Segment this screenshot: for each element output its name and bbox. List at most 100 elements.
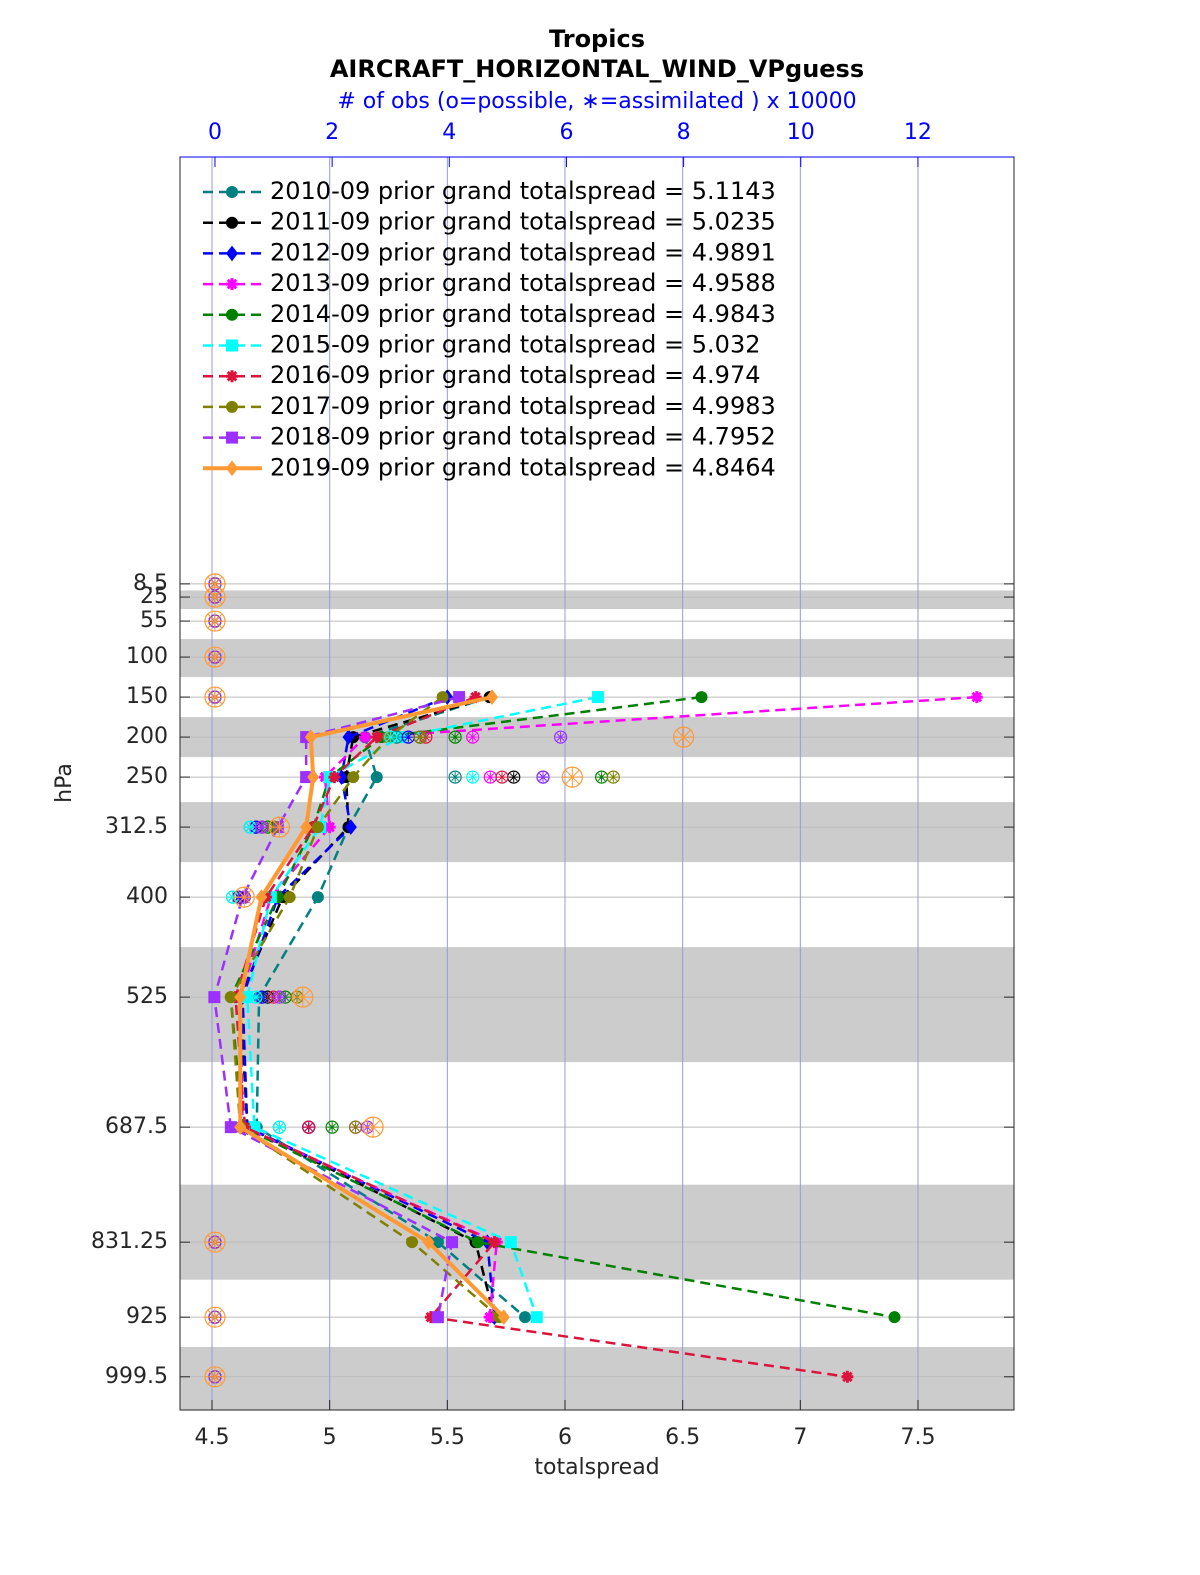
marker — [226, 460, 238, 477]
marker — [304, 729, 317, 745]
marker — [970, 691, 983, 704]
obs-assimilated — [204, 1232, 225, 1253]
marker — [234, 1119, 247, 1135]
top-axis-label: # of obs (o=possible, ∗=assimilated ) x … — [337, 89, 856, 114]
marker — [695, 691, 708, 704]
obs-marker — [466, 730, 480, 744]
obs-marker — [594, 770, 609, 784]
obs-possible — [413, 730, 427, 744]
obs-marker — [233, 886, 255, 908]
obs-marker — [255, 820, 269, 834]
obs-marker — [204, 586, 226, 608]
y-tick-label: 100 — [126, 644, 168, 669]
legend-label: 2014-09 prior grand totalspread = 4.9843 — [270, 300, 776, 328]
y-tick-label: 400 — [126, 884, 168, 909]
obs-assimilated — [467, 772, 478, 783]
obs-marker — [243, 820, 257, 834]
bands — [180, 590, 1014, 1410]
marker — [591, 691, 604, 704]
obs-marker — [204, 1231, 226, 1253]
obs-assimilated — [227, 892, 238, 903]
marker — [488, 1236, 501, 1249]
y-tick-label: 200 — [126, 724, 168, 749]
obs-assimilated — [538, 772, 549, 783]
marker — [226, 400, 238, 413]
marker — [226, 245, 238, 262]
obs-assimilated — [450, 732, 461, 743]
legend-label: 2018-09 prior grand totalspread = 4.7952 — [270, 423, 776, 451]
marker — [224, 1121, 237, 1134]
y-axis-label: hPa — [52, 763, 77, 803]
obs-possible — [302, 1120, 316, 1134]
obs-assimilated — [403, 732, 414, 743]
marker — [497, 1309, 510, 1325]
top-tick-label: 8 — [677, 120, 691, 145]
x-tick-label: 5.5 — [430, 1425, 465, 1450]
marker — [226, 431, 238, 444]
obs-marker — [401, 730, 415, 744]
marker — [283, 891, 296, 904]
obs-assimilated — [250, 992, 261, 1003]
obs-assimilated — [596, 772, 607, 783]
obs-assimilated — [497, 772, 508, 783]
y-tick-label: 925 — [126, 1304, 168, 1329]
obs-marker — [553, 730, 568, 744]
top-tick-label: 10 — [787, 120, 815, 145]
marker — [358, 731, 371, 744]
marker — [469, 691, 482, 704]
marker — [436, 691, 449, 704]
y-tick-label: 55 — [140, 608, 168, 633]
marker — [255, 889, 268, 905]
y-tick-label: 831.25 — [91, 1229, 168, 1254]
top-tick-label: 2 — [325, 120, 339, 145]
marker — [347, 771, 360, 784]
obs-assimilated — [363, 1117, 384, 1138]
marker — [431, 1236, 444, 1249]
obs-marker — [272, 990, 287, 1004]
obs-marker — [495, 770, 509, 784]
marker — [226, 216, 238, 229]
obs-assimilated — [204, 647, 225, 668]
obs-marker — [204, 646, 226, 668]
obs-possible — [255, 820, 269, 834]
obs-marker — [448, 730, 462, 744]
legend-label: 2017-09 prior grand totalspread = 4.9983 — [270, 392, 776, 420]
obs-assimilated — [485, 772, 496, 783]
obs-marker — [466, 770, 480, 784]
obs-marker — [536, 770, 550, 784]
marker — [342, 729, 355, 745]
y-tick-label: 250 — [126, 764, 168, 789]
axes: 8.52555100150200250312.5400525687.5831.2… — [91, 120, 1015, 1450]
legend-label: 2019-09 prior grand totalspread = 4.8464 — [270, 453, 776, 481]
x-tick-label: 7 — [793, 1425, 807, 1450]
marker — [224, 991, 237, 1004]
marker — [370, 731, 383, 744]
marker — [483, 1311, 496, 1324]
obs-possible — [272, 990, 287, 1004]
obs-possible — [536, 770, 550, 784]
marker — [431, 1311, 444, 1324]
layer-band — [180, 1184, 1014, 1280]
obs-marker — [268, 816, 291, 838]
obs-possible — [466, 730, 480, 744]
layer-band — [180, 947, 1014, 1063]
marker — [311, 891, 324, 904]
obs-assimilated — [245, 822, 256, 833]
legend-label: 2013-09 prior grand totalspread = 4.9588 — [270, 269, 776, 297]
lines — [208, 689, 983, 1383]
obs-assimilated — [269, 817, 290, 838]
legend-label: 2010-09 prior grand totalspread = 5.1143 — [270, 177, 776, 205]
top-tick-label: 0 — [208, 120, 222, 145]
obs-markers — [204, 573, 695, 1388]
obs-marker — [362, 1116, 384, 1138]
marker — [504, 1236, 517, 1249]
marker — [300, 771, 313, 784]
top-tick-label: 6 — [559, 120, 573, 145]
obs-marker — [204, 686, 226, 708]
obs-assimilated — [292, 987, 313, 1008]
obs-marker — [204, 610, 226, 632]
marker — [226, 308, 238, 321]
layer-band — [180, 590, 1014, 610]
marker — [208, 991, 221, 1004]
